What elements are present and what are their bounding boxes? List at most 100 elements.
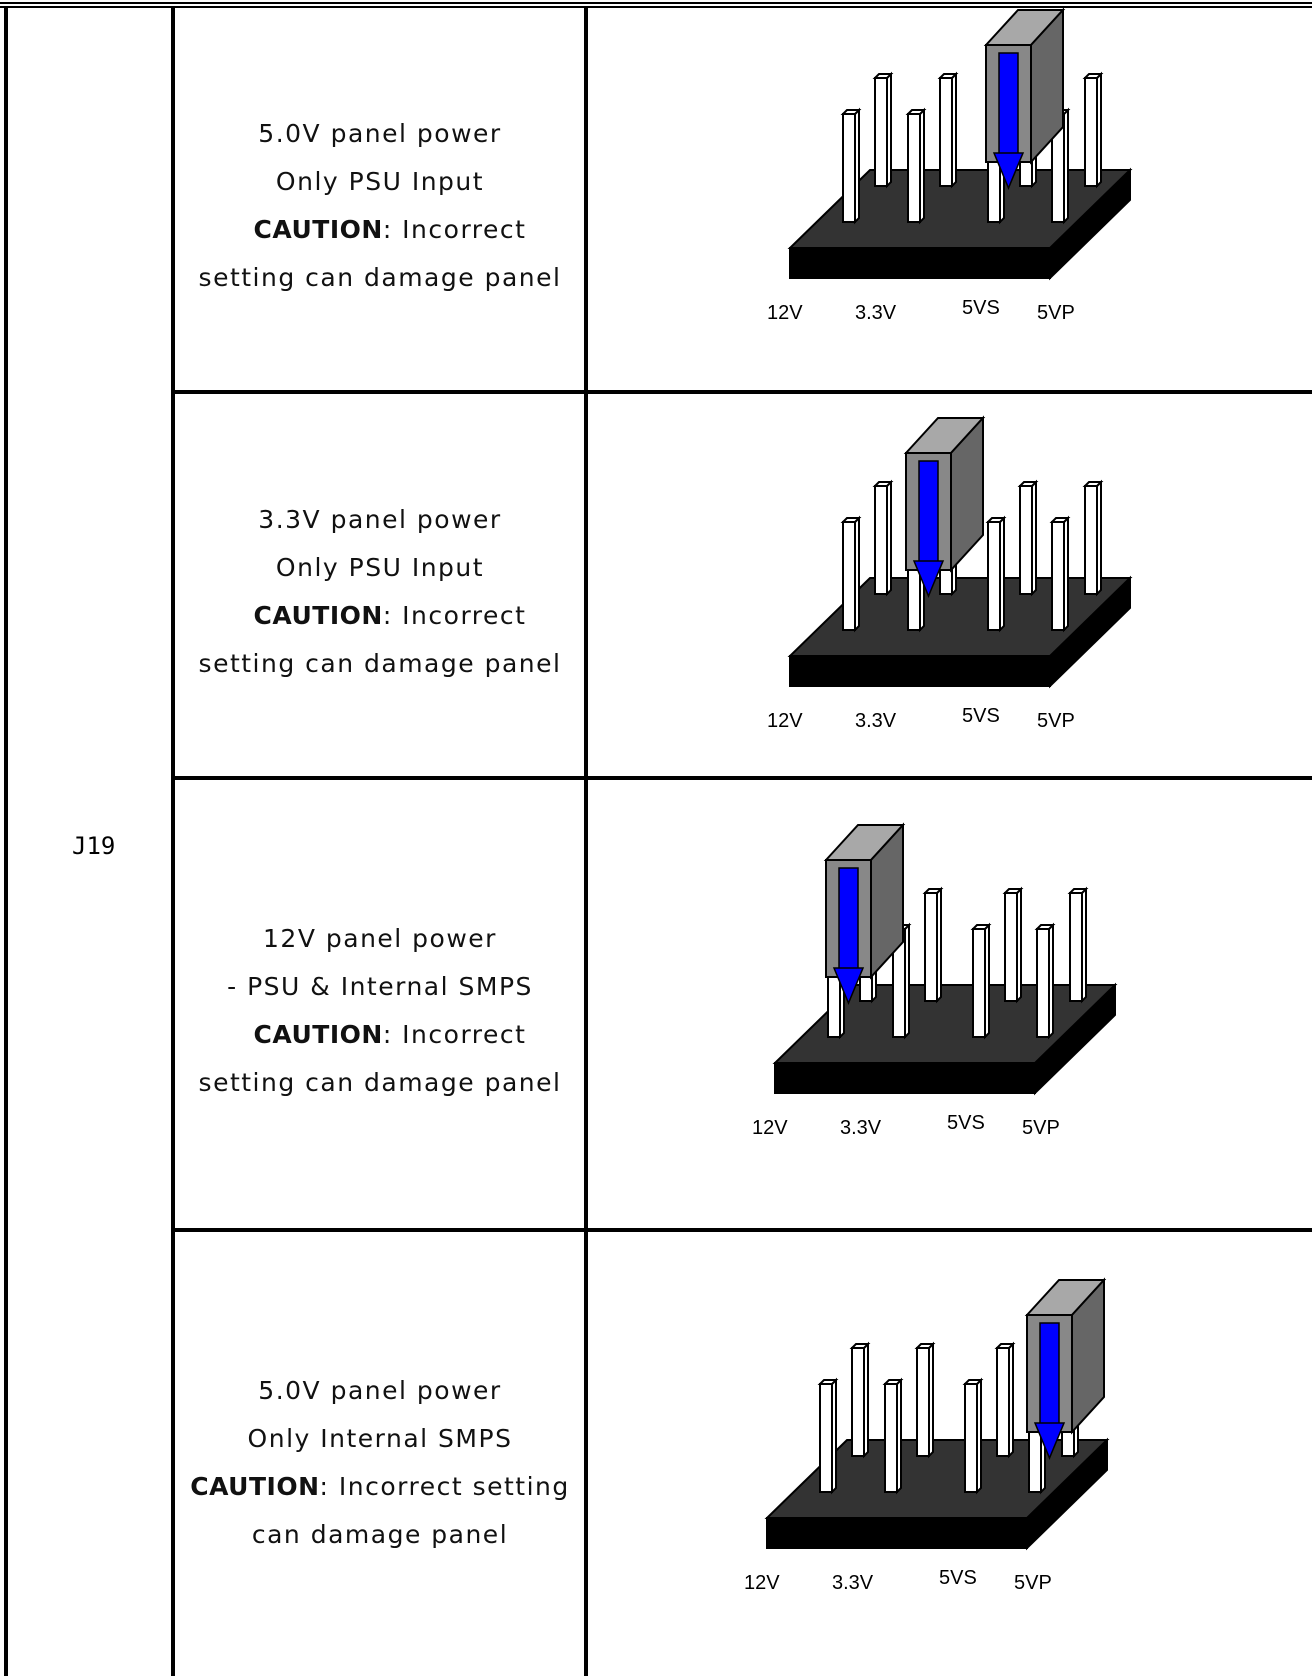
pin-label: 5VP (1037, 710, 1075, 732)
row-divider (173, 1228, 1312, 1232)
header-pin-side (919, 107, 925, 225)
description-line: 5.0V panel power (258, 119, 502, 148)
pin-label: 3.3V (832, 1572, 874, 1594)
header-pin (1051, 521, 1065, 631)
header-pin-side (999, 515, 1005, 633)
header-pin-top (962, 1379, 984, 1385)
setting-description: 3.3V panel power Only PSU Input CAUTION:… (174, 496, 586, 688)
header-pin-side (1096, 479, 1102, 597)
pin-label: 5VS (939, 1567, 977, 1589)
description-line: 5.0V panel power (258, 1376, 502, 1405)
table-border-left (4, 8, 8, 1676)
header-base-front (789, 655, 1051, 687)
header-pin-top (1017, 481, 1039, 487)
caution-line: CAUTION: Incorrect (174, 206, 586, 254)
table-divider (584, 8, 588, 1676)
description-line: Only PSU Input (275, 167, 485, 196)
top-border-line (0, 2, 1312, 4)
description-line: - PSU & Internal SMPS (227, 972, 533, 1001)
header-pin-top (849, 1343, 871, 1349)
header-pin-side (854, 107, 860, 225)
caution-continuation: can damage panel (251, 1520, 509, 1549)
pin-label: 5VP (1022, 1117, 1060, 1139)
header-base-front (766, 1517, 1028, 1549)
description-line: 3.3V panel power (258, 505, 502, 534)
header-pin-top (985, 517, 1007, 523)
description-line: Only Internal SMPS (247, 1424, 513, 1453)
header-pin-top (937, 73, 959, 79)
header-pin-side (886, 479, 892, 597)
header-pin-top (994, 1343, 1016, 1349)
connector-label: J19 (72, 832, 116, 860)
header-pin-top (914, 1343, 936, 1349)
row-divider (173, 776, 1312, 780)
header-pin-side (854, 515, 860, 633)
header-pin (964, 1383, 978, 1493)
header-pin-side (1063, 515, 1069, 633)
jumper-arrow-shaft (1039, 1322, 1060, 1428)
header-pin (924, 892, 938, 1002)
caution-text: : Incorrect (382, 601, 527, 630)
header-pin-top (1049, 517, 1071, 523)
jumper-diagram: 12V 3.3V 5VS 5VP (767, 415, 1133, 732)
caution-continuation: setting can damage panel (198, 649, 562, 678)
header-pin-side (1031, 479, 1037, 597)
caution-text: : Incorrect (382, 215, 527, 244)
header-pin-side (1048, 922, 1054, 1040)
header-pin-side (863, 1341, 869, 1459)
header-pin (1004, 892, 1018, 1002)
pin-label: 5VS (962, 705, 1000, 727)
header-pin-side (831, 1377, 837, 1495)
header-pin-top (970, 924, 992, 930)
description-line: 12V panel power (263, 924, 497, 953)
header-pin-top (872, 73, 894, 79)
jumper-arrow-head (992, 152, 1025, 190)
header-pin-side (928, 1341, 934, 1459)
caution-text: : Incorrect setting (319, 1472, 570, 1501)
header-pin-side (976, 1377, 982, 1495)
header-pin (1084, 77, 1098, 187)
pin-label: 12V (767, 710, 803, 732)
header-base-front (774, 1062, 1036, 1094)
pin-label: 5VS (947, 1112, 985, 1134)
header-pin-side (1016, 886, 1022, 1004)
header-pin (939, 77, 953, 187)
header-pin-top (1034, 924, 1056, 930)
caution-line: CAUTION: Incorrect setting (174, 1463, 586, 1511)
pin-label: 3.3V (855, 302, 897, 324)
header-base-front (789, 247, 1051, 279)
table-divider (171, 8, 175, 1676)
setting-description: 5.0V panel power Only PSU Input CAUTION:… (174, 110, 586, 302)
jumper-arrow-shaft (998, 52, 1019, 158)
header-pin-top (872, 481, 894, 487)
header-pin-top (922, 888, 944, 894)
header-pin-top (1002, 888, 1024, 894)
caution-text: : Incorrect (382, 1020, 527, 1049)
header-pin (1084, 485, 1098, 595)
header-pin-side (936, 886, 942, 1004)
jumper-arrow-shaft (918, 460, 939, 566)
header-pin (1069, 892, 1083, 1002)
header-pin-top (840, 517, 862, 523)
header-pin (907, 113, 921, 223)
pin-label: 12V (752, 1117, 788, 1139)
header-pin (819, 1383, 833, 1493)
jumper-arrow-head (912, 560, 945, 598)
header-pin-top (1067, 888, 1089, 894)
jumper-diagram: 12V 3.3V 5VS 5VP (767, 7, 1133, 324)
header-pin (916, 1347, 930, 1457)
pin-label: 5VP (1037, 302, 1075, 324)
header-pin (1019, 485, 1033, 595)
pin-label: 5VP (1014, 1572, 1052, 1594)
header-pin-side (886, 71, 892, 189)
header-pin-top (817, 1379, 839, 1385)
pin-label: 12V (767, 302, 803, 324)
caution-continuation: setting can damage panel (198, 263, 562, 292)
caution-label: CAUTION (253, 215, 383, 244)
header-pin-side (1063, 107, 1069, 225)
header-pin-side (1096, 71, 1102, 189)
setting-description: 12V panel power - PSU & Internal SMPS CA… (174, 915, 586, 1107)
jumper-arrow-head (832, 967, 865, 1005)
caution-label: CAUTION (253, 601, 383, 630)
pin-label: 3.3V (855, 710, 897, 732)
